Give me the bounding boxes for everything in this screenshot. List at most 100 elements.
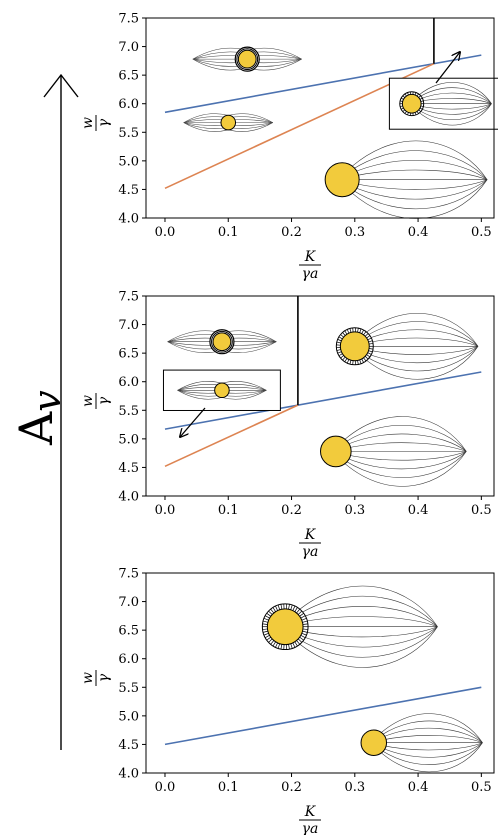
bead-coat-hatch (272, 607, 276, 612)
bead-coat-hatch (268, 610, 273, 615)
fiber-line (417, 98, 492, 104)
bead-coat-hatch (292, 605, 296, 611)
bead (401, 93, 422, 114)
y-label-denominator: γ (96, 673, 112, 682)
bead (212, 332, 232, 352)
panel-bottom: 0.0 0.1 0.2 0.3 0.4 0.5 4.0 4.5 5.0 5.5 6.0 6.5 7.0 7… (80, 567, 495, 835)
bead-coat-hatch (357, 360, 359, 365)
bead-coat-hatch (301, 632, 307, 636)
bead-coat-hatch (366, 335, 371, 339)
y-tick-label: 7.5 (118, 290, 139, 305)
fiber-line (352, 160, 488, 180)
x-tick-label: 0.2 (281, 780, 302, 795)
y-tick-label: 6.0 (118, 97, 139, 112)
bead-coat-hatch (302, 623, 308, 625)
bead-coat-hatch (366, 354, 371, 358)
fiber-line (344, 442, 467, 452)
y-label-numerator: w (80, 395, 96, 407)
bead (360, 729, 388, 756)
bead-coat-hatch (275, 605, 278, 611)
bead (324, 162, 360, 198)
bead-coat-hatch (369, 343, 374, 345)
bead-coat-hatch (288, 644, 290, 650)
x-tick-label: 0.0 (155, 225, 176, 240)
bead-coat-hatch (296, 608, 301, 614)
x-tick-label: 0.4 (408, 503, 429, 518)
bead (339, 331, 370, 362)
bead-coat-hatch (288, 604, 290, 610)
side-arrow (43, 73, 79, 750)
axes-frame (145, 572, 495, 774)
illustration-1 (360, 713, 483, 773)
x-label-numerator: K (304, 804, 317, 820)
y-tick-label: 6.5 (118, 69, 139, 84)
bead-coat-hatch (337, 351, 342, 354)
y-tick-label: 4.0 (118, 767, 139, 782)
panel-middle: 0.0 0.1 0.2 0.3 0.4 0.5 4.0 4.5 5.0 5.5 6.0 6.5 7.0 7… (80, 290, 495, 560)
y-tick-label: 7.5 (118, 12, 139, 27)
bead-coat-hatch (359, 359, 362, 364)
fiber-line (352, 179, 488, 210)
bead-coat-hatch (368, 350, 373, 353)
y-tick-label: 7.0 (118, 318, 139, 333)
y-tick-label: 5.0 (118, 154, 139, 169)
bead-coat-hatch (262, 620, 268, 623)
bead-coat-hatch (268, 638, 273, 643)
bead-coat-hatch (266, 636, 271, 641)
bead-coat-hatch (296, 640, 301, 645)
y-tick-label: 7.5 (118, 567, 139, 582)
fiber-line (295, 626, 438, 638)
bead-coat-hatch (299, 612, 304, 617)
bead-coat-hatch (344, 358, 348, 363)
bead-coat-hatch (263, 632, 269, 636)
y-tick-label: 7.0 (118, 595, 139, 610)
bead-coat-hatch (262, 623, 268, 625)
bead-coat-hatch (277, 643, 281, 649)
bead-coat-hatch (302, 630, 308, 633)
bead-coat-hatch (266, 612, 271, 617)
x-tick-label: 0.3 (344, 780, 365, 795)
bead-coat-hatch (338, 353, 343, 357)
fiber-line (344, 451, 467, 470)
bead-coat-hatch (280, 604, 283, 610)
fiber-line (352, 169, 488, 180)
bead-coat-inner (211, 330, 233, 353)
bead-coat-hatch (344, 330, 348, 335)
illustration-2 (324, 140, 488, 219)
bead-coat-hatch (290, 643, 293, 649)
fiber-line (363, 329, 479, 347)
y-tick-label: 5.5 (118, 126, 139, 141)
x-label-numerator: K (304, 527, 317, 543)
bead-coat-hatch (357, 328, 359, 333)
illustration-0 (261, 585, 438, 668)
bead-coat-hatch (361, 329, 364, 334)
fiber-line (295, 626, 438, 648)
fiber-line (381, 713, 483, 743)
bead-coat-hatch (363, 357, 367, 362)
y-tick-label: 5.5 (118, 681, 139, 696)
fiber-line (381, 727, 483, 743)
axes-frame (145, 17, 495, 219)
fiber-line (417, 92, 492, 104)
bead-coat-hatch (277, 604, 281, 610)
fiber-line (344, 424, 467, 452)
bead-coat-hatch (368, 340, 373, 343)
bead-coat-hatch (265, 635, 270, 639)
bead-coat-hatch (337, 339, 342, 342)
bead-coat-hatch (299, 636, 304, 641)
x-tick-label: 0.5 (471, 225, 492, 240)
x-tick-label: 0.1 (218, 503, 239, 518)
bead-coat-hatch (361, 358, 364, 363)
bead-coat-inner (236, 48, 259, 71)
fiber-line (352, 150, 488, 180)
bead-coat-hatch (300, 635, 306, 639)
fiber-line (381, 742, 483, 751)
bead (237, 49, 257, 69)
fiber-line (363, 346, 479, 372)
fiber-line (363, 321, 479, 347)
y-tick-label: 7.0 (118, 40, 139, 55)
bead-coat-hatch (364, 356, 369, 360)
x-tick-label: 0.1 (218, 225, 239, 240)
bead-coat-hatch (346, 359, 350, 364)
